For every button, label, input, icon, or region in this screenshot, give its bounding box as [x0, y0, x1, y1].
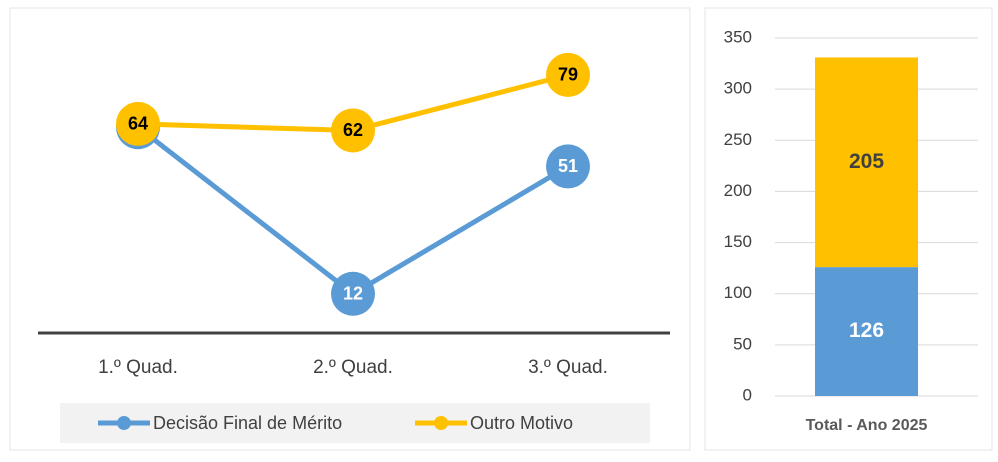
y-tick-label: 250	[724, 130, 752, 149]
data-label: 79	[558, 65, 578, 85]
y-tick-label: 100	[724, 283, 752, 302]
data-label: 12	[343, 284, 363, 304]
y-tick-label: 150	[724, 232, 752, 251]
legend-label: Outro Motivo	[470, 413, 573, 433]
x-tick-label: 2.º Quad.	[313, 357, 393, 378]
x-tick-label: 3.º Quad.	[528, 357, 608, 378]
data-label: 126	[849, 319, 884, 342]
x-tick-label: 1.º Quad.	[98, 357, 178, 378]
legend-label: Decisão Final de Mérito	[153, 413, 342, 433]
marker	[546, 144, 590, 189]
bar-segment	[815, 267, 918, 396]
y-tick-label: 300	[724, 79, 752, 98]
marker	[331, 108, 375, 153]
data-label: 51	[558, 156, 578, 176]
y-tick-label: 200	[724, 181, 752, 200]
data-label: 62	[343, 120, 363, 140]
marker	[546, 52, 590, 97]
marker	[116, 101, 160, 146]
y-tick-label: 0	[743, 385, 752, 404]
data-label: 64	[128, 114, 148, 134]
x-tick-label: Total - Ano 2025	[806, 417, 928, 434]
data-label: 205	[849, 150, 884, 173]
legend-marker	[117, 416, 131, 430]
legend-box	[60, 403, 650, 443]
bar-segment	[815, 57, 918, 268]
y-tick-label: 350	[724, 27, 752, 46]
legend-marker	[434, 416, 448, 430]
marker	[331, 271, 375, 316]
y-tick-label: 50	[733, 334, 752, 353]
